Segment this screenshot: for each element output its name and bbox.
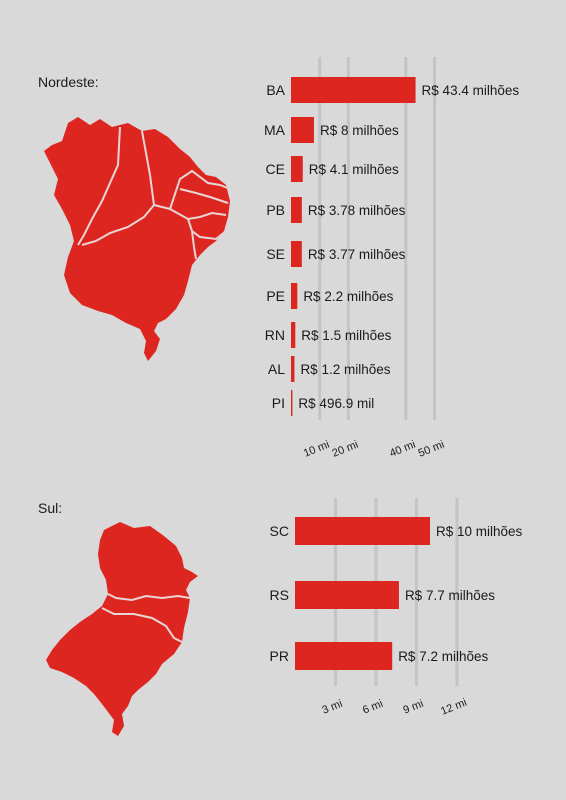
bar	[291, 197, 302, 223]
value-label: R$ 3.78 milhões	[308, 203, 406, 218]
bar	[291, 390, 293, 416]
sul-bar-chart: 3 mi 6 mi 9 mi 12 mi SC R$ 10 milhões RS R$ 7.7…	[270, 498, 523, 718]
bar	[295, 642, 393, 670]
bar	[291, 156, 303, 182]
value-label: R$ 4.1 milhões	[309, 162, 399, 177]
nordeste-map-icon	[44, 117, 231, 361]
category-label: PR	[270, 648, 289, 664]
x-tick-label: 40 mi	[388, 439, 417, 460]
category-label: PB	[266, 202, 285, 218]
sul-map-icon	[46, 522, 198, 736]
category-label: PI	[272, 395, 285, 411]
bar	[291, 241, 302, 267]
value-label: R$ 43.4 milhões	[422, 83, 520, 98]
bar	[291, 283, 298, 309]
value-label: R$ 1.5 milhões	[301, 328, 391, 343]
value-label: R$ 1.2 milhões	[300, 362, 390, 377]
value-label: R$ 7.7 milhões	[405, 588, 495, 603]
x-tick-label: 9 mi	[401, 698, 425, 717]
bar	[291, 117, 314, 143]
x-tick-label: 20 mi	[331, 439, 360, 460]
category-label: SE	[266, 246, 285, 262]
bar	[291, 356, 295, 382]
category-label: RS	[270, 587, 289, 603]
category-label: RN	[265, 327, 285, 343]
value-label: R$ 496.9 mil	[298, 396, 374, 411]
x-tick-label: 12 mi	[439, 697, 468, 718]
value-label: R$ 2.2 milhões	[303, 289, 393, 304]
category-label: PE	[266, 288, 285, 304]
value-label: R$ 7.2 milhões	[398, 649, 488, 664]
value-label: R$ 8 milhões	[320, 123, 399, 138]
category-label: MA	[264, 122, 286, 138]
category-label: AL	[268, 361, 285, 377]
category-label: CE	[266, 161, 285, 177]
x-tick-label: 10 mi	[302, 439, 331, 460]
nordeste-bar-chart: 10 mi 20 mi 40 mi 50 mi BA R$ 43.4 milhões MA R…	[264, 57, 519, 460]
value-label: R$ 3.77 milhões	[308, 247, 406, 262]
bar	[291, 322, 296, 348]
category-label: SC	[270, 523, 289, 539]
sul-title: Sul:	[38, 500, 63, 516]
value-label: R$ 10 milhões	[436, 524, 523, 539]
bar	[295, 517, 430, 545]
x-tick-label: 6 mi	[361, 698, 385, 717]
x-tick-label: 50 mi	[417, 439, 446, 460]
nordeste-title: Nordeste:	[38, 74, 99, 90]
category-label: BA	[266, 82, 285, 98]
bar	[295, 581, 399, 609]
x-tick-label: 3 mi	[320, 698, 344, 717]
bar	[291, 77, 416, 103]
